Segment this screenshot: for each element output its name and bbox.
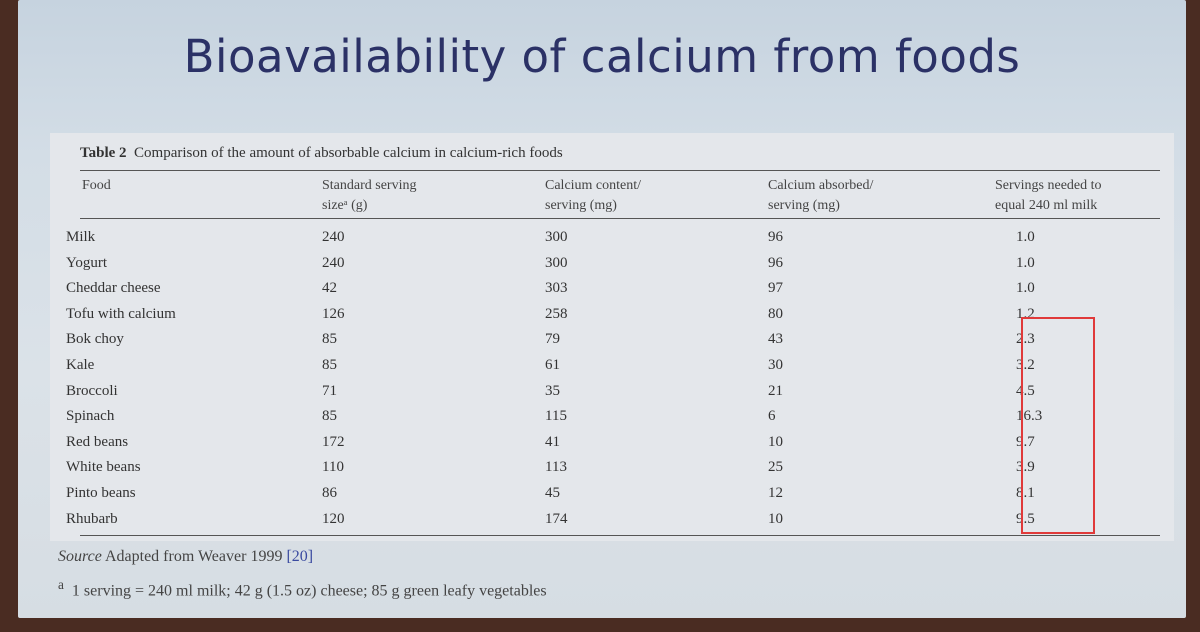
table-cell: 85 — [322, 357, 337, 373]
table-cell: 25 — [768, 459, 783, 476]
table-cell: 300 — [545, 229, 568, 245]
table-cell: 80 — [768, 305, 783, 322]
table-cell: 96 — [768, 254, 783, 271]
table-cell: 85 — [322, 331, 337, 348]
table-cell: 240 — [322, 254, 345, 271]
highlight-box — [1021, 317, 1095, 534]
table-cell: 174 — [545, 510, 568, 527]
table-cell: 12 — [768, 485, 783, 501]
table-cell: 126 — [322, 305, 345, 322]
footnote-text: 1 serving = 240 ml milk; 42 g (1.5 oz) c… — [71, 582, 547, 600]
table-cell: 240 — [322, 229, 345, 245]
food-name-cell: Milk — [66, 229, 96, 245]
table-cell: 9.5 — [1016, 510, 1035, 527]
source-ref-link[interactable]: [20] — [286, 548, 314, 565]
slide-title: Bioavailability of calcium from foods — [183, 30, 1021, 83]
source-line: Source Adapted from Weaver 1999 [20] — [58, 548, 313, 566]
table-cell: 86 — [322, 485, 337, 501]
food-name-cell: Tofu with calcium — [66, 305, 176, 322]
table-cell: 85 — [322, 408, 337, 425]
table-cell: 1.0 — [1016, 254, 1035, 271]
table-cell: 10 — [768, 433, 783, 450]
food-name-cell: Rhubarb — [66, 510, 118, 527]
table-cell: 71 — [322, 382, 337, 399]
food-name-cell: Pinto beans — [66, 485, 136, 501]
table-caption-text: Comparison of the amount of absorbable c… — [134, 145, 563, 161]
table-cell: 35 — [545, 382, 560, 399]
header-calcium-content: Calcium content/serving (mg) — [545, 178, 642, 213]
table-cell: 115 — [545, 408, 567, 425]
header-serving-size: Standard serving sizeᵃ (g) — [322, 178, 417, 213]
food-name-cell: Bok choy — [66, 331, 124, 348]
table-cell: 4.5 — [1016, 382, 1035, 399]
table-cell: 300 — [545, 254, 568, 271]
table-cell: 113 — [545, 459, 567, 476]
table-cell: 3.2 — [1016, 357, 1035, 373]
footnote-mark: a — [58, 577, 64, 592]
food-name-cell: White beans — [66, 459, 141, 476]
header-servings-needed: Servings needed to equal 240 ml milk — [995, 178, 1102, 213]
table-label: Table 2 — [80, 145, 127, 161]
table-cell: 8.1 — [1016, 485, 1035, 501]
table-cell: 10 — [768, 510, 783, 527]
table-cell: 1.0 — [1016, 280, 1035, 297]
table-cell: 30 — [768, 357, 783, 373]
table-cell: 110 — [322, 459, 344, 476]
table-cell: 41 — [545, 433, 560, 450]
table-cell: 43 — [768, 331, 783, 348]
table-cell: 258 — [545, 305, 568, 322]
source-text: Adapted from Weaver 1999 — [104, 548, 283, 565]
food-name-cell: Yogurt — [66, 254, 107, 271]
food-name-cell: Cheddar cheese — [66, 280, 161, 297]
table-cell: 3.9 — [1016, 459, 1035, 476]
table-cell: 21 — [768, 382, 783, 399]
table-cell: 6 — [768, 408, 776, 425]
table-cell: 1.0 — [1016, 229, 1035, 245]
table-cell: 9.7 — [1016, 433, 1035, 450]
table-cell: 2.3 — [1016, 331, 1035, 348]
food-name-cell: Kale — [66, 357, 95, 373]
table-cell: 96 — [768, 229, 783, 245]
table-cell: 97 — [768, 280, 783, 297]
source-label: Source — [58, 548, 102, 565]
table-cell: 45 — [545, 485, 560, 501]
table-cell: 61 — [545, 357, 560, 373]
footnote: a 1 serving = 240 ml milk; 42 g (1.5 oz)… — [58, 577, 547, 600]
table-header-rule — [80, 218, 1160, 219]
table-cell: 303 — [545, 280, 568, 297]
slide: Bioavailability of calcium from foods Ta… — [18, 0, 1186, 618]
food-name-cell: Spinach — [66, 408, 115, 425]
table-cell: 172 — [322, 433, 345, 450]
table-top-rule — [80, 170, 1160, 171]
food-name-cell: Red beans — [66, 433, 129, 450]
food-name-cell: Broccoli — [66, 382, 118, 399]
header-calcium-absorbed: Calcium absorbed/serving (mg) — [768, 178, 874, 213]
table-caption: Table 2 Comparison of the amount of abso… — [80, 145, 563, 162]
table-panel: Table 2 Comparison of the amount of abso… — [50, 133, 1174, 541]
table-bottom-rule — [80, 535, 1160, 536]
table-cell: 42 — [322, 280, 337, 297]
table-cell: 120 — [322, 510, 345, 527]
table-cell: 79 — [545, 331, 560, 348]
header-food: Food — [82, 178, 111, 193]
